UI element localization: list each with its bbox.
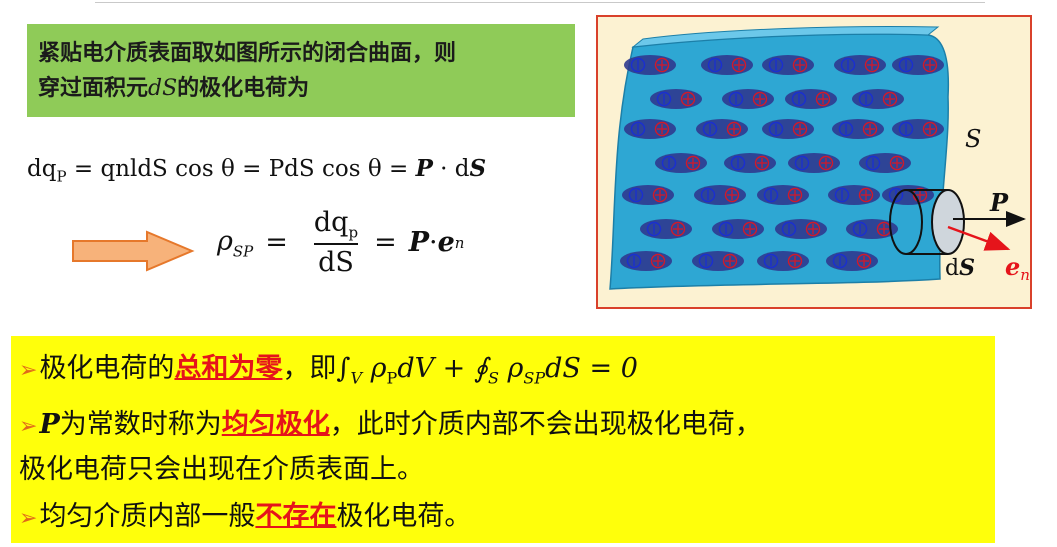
dipole-molecule <box>640 219 692 239</box>
equation-dq: dqP = qnldS cos θ = PdS cos θ = P · dS <box>27 155 487 186</box>
bullet-2: ➢P为常数时称为均匀极化，此时介质内部不会出现极化电荷， <box>19 409 762 440</box>
intro-line-1: 紧贴电介质表面取如图所示的闭合曲面，则 <box>38 41 457 66</box>
integral-expression: ∫V ρPdV + ∮S ρSPdS = 0 <box>336 353 638 388</box>
intro-text-box: 紧贴电介质表面取如图所示的闭合曲面，则 穿过面积元dS的极化电荷为 <box>27 24 575 117</box>
dipole-molecule <box>892 55 944 75</box>
top-divider <box>95 2 985 3</box>
right-arrow-icon <box>72 230 195 272</box>
label-S: S <box>965 125 981 153</box>
dipole-molecule <box>834 55 886 75</box>
dipole-molecule <box>859 153 911 173</box>
dipole-molecule <box>785 89 837 109</box>
dipole-molecule <box>757 251 809 271</box>
label-P: P <box>989 188 1009 217</box>
dipole-molecule <box>762 55 814 75</box>
dipole-molecule <box>622 185 674 205</box>
slab-top-edge <box>631 26 940 48</box>
bullet-arrow-icon: ➢ <box>19 414 38 439</box>
dipole-molecule <box>696 119 748 139</box>
bullet-3: ➢均匀介质内部一般不存在极化电荷。 <box>19 501 472 532</box>
dipole-molecule <box>757 185 809 205</box>
dipole-molecule <box>722 89 774 109</box>
dipole-molecule <box>701 55 753 75</box>
bullet-2-continued: 极化电荷只会出现在介质表面上。 <box>19 454 424 485</box>
dipole-molecule <box>775 219 827 239</box>
dipole-molecule <box>712 219 764 239</box>
surface-element-dS <box>931 189 965 255</box>
dipole-group <box>620 55 944 271</box>
polarized-dielectric-figure: S P dS en <box>596 15 1032 309</box>
dipole-molecule <box>650 89 702 109</box>
dipole-molecule <box>846 219 898 239</box>
normal-vector-arrow <box>947 225 1011 251</box>
fraction: dqp dS <box>313 207 359 279</box>
dipole-molecule <box>788 153 840 173</box>
dipole-molecule <box>882 185 934 205</box>
dipole-molecule <box>624 55 676 75</box>
bullet-1: ➢极化电荷的总和为零，即∫V ρPdV + ∮S ρSPdS = 0 <box>19 353 638 388</box>
label-en: en <box>1005 252 1030 284</box>
label-dS: dS <box>945 255 975 281</box>
dipole-molecule <box>620 251 672 271</box>
intro-line-2: 穿过面积元dS的极化电荷为 <box>38 76 310 101</box>
dipole-molecule <box>762 119 814 139</box>
dipole-molecule <box>852 89 904 109</box>
dipole-molecule <box>828 185 880 205</box>
dipole-molecule <box>624 119 676 139</box>
dipole-molecule <box>692 251 744 271</box>
dipole-molecule <box>826 251 878 271</box>
dipole-molecule <box>655 153 707 173</box>
dipole-molecule <box>892 119 944 139</box>
dielectric-diagram: S P dS en <box>609 26 1030 290</box>
dipole-molecule <box>832 119 884 139</box>
bullet-arrow-icon: ➢ <box>19 506 38 531</box>
dipole-molecule <box>724 153 776 173</box>
dipole-molecule <box>694 185 746 205</box>
bullet-arrow-icon: ➢ <box>19 358 38 383</box>
bullet-box: ➢极化电荷的总和为零，即∫V ρPdV + ∮S ρSPdS = 0 ➢P为常数… <box>11 336 995 543</box>
